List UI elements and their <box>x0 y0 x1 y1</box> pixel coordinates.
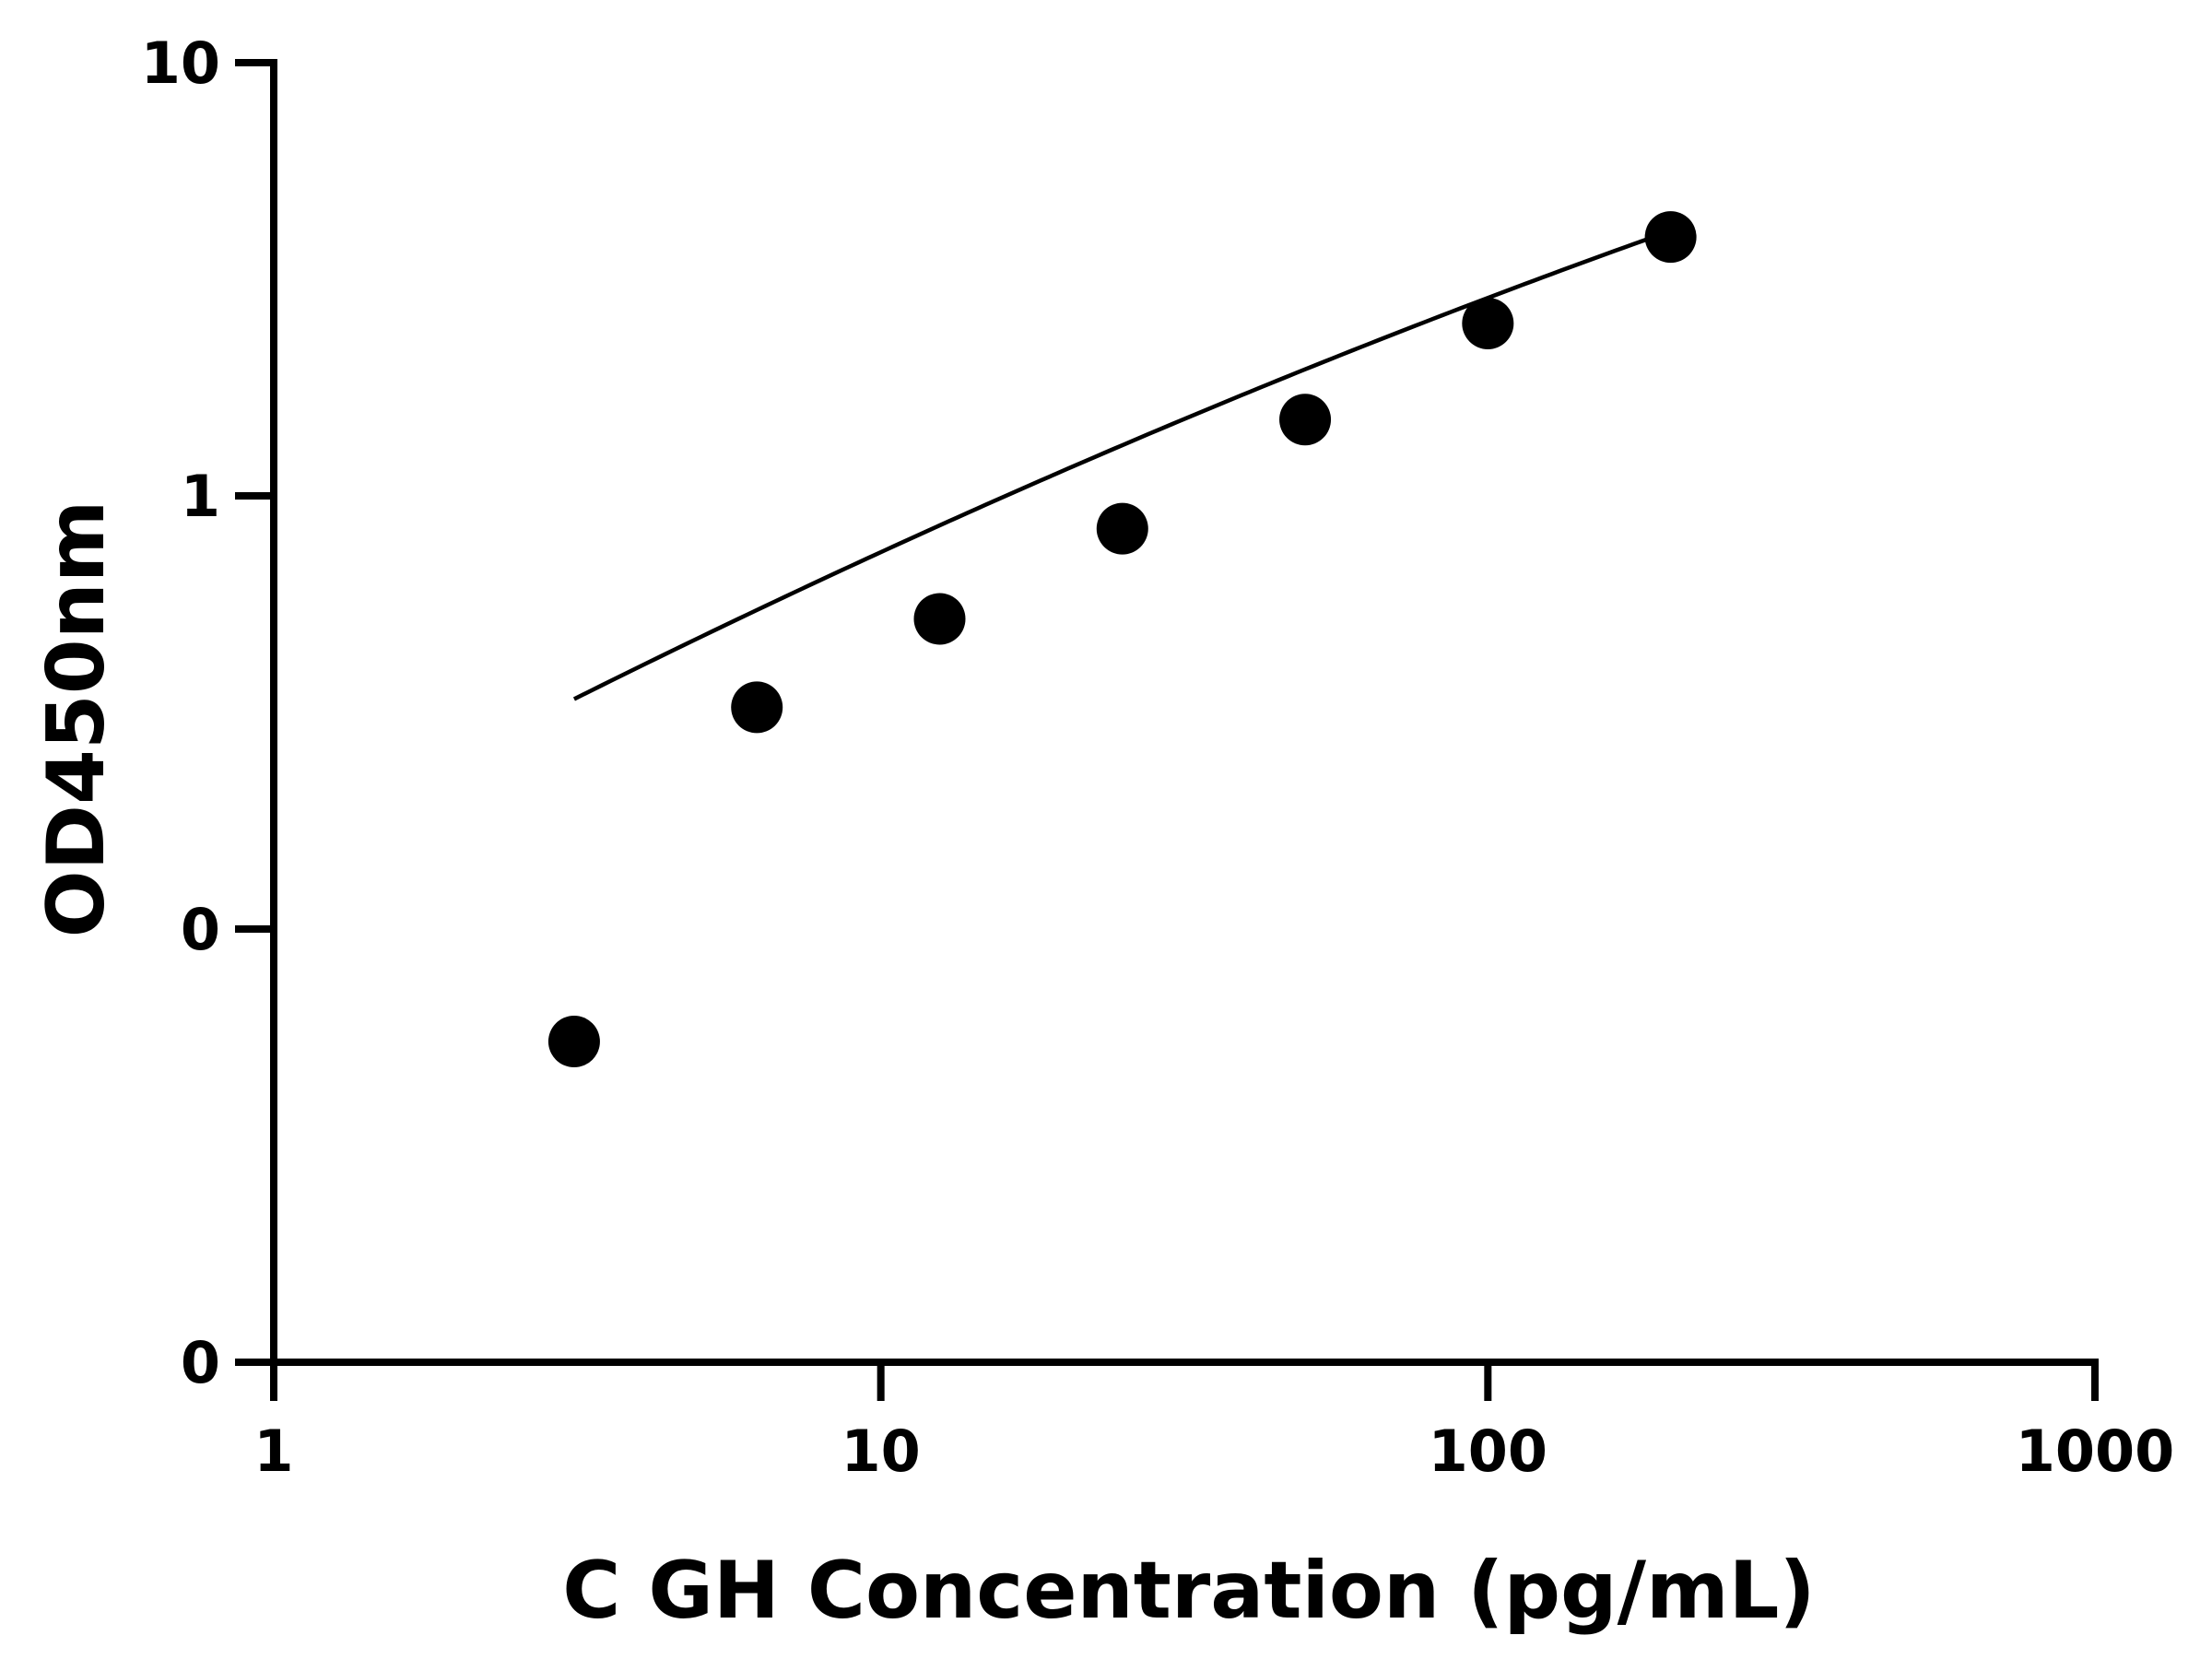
y-tick-label: 0 <box>181 896 220 963</box>
fit-curve-line <box>572 229 1672 701</box>
y-tick-label: 0 <box>181 1329 220 1396</box>
y-tick-label: 1 <box>181 463 220 530</box>
x-tick-label: 1 <box>253 1418 293 1485</box>
x-tick-label: 100 <box>1429 1418 1547 1485</box>
data-point <box>913 593 966 645</box>
data-point <box>547 1016 600 1068</box>
data-point <box>1644 211 1697 264</box>
data-point <box>1279 394 1332 446</box>
data-point <box>1462 297 1514 349</box>
x-axis-title: C GH Concentration (pg/mL) <box>562 1545 1815 1637</box>
data-point <box>1096 502 1148 555</box>
y-axis-title: OD450nm <box>30 500 123 938</box>
x-tick-label: 1000 <box>2016 1418 2175 1485</box>
data-point <box>731 681 783 734</box>
plot-area <box>547 211 1697 1068</box>
y-tick-label: 10 <box>141 29 220 97</box>
x-tick-label: 10 <box>841 1418 921 1485</box>
